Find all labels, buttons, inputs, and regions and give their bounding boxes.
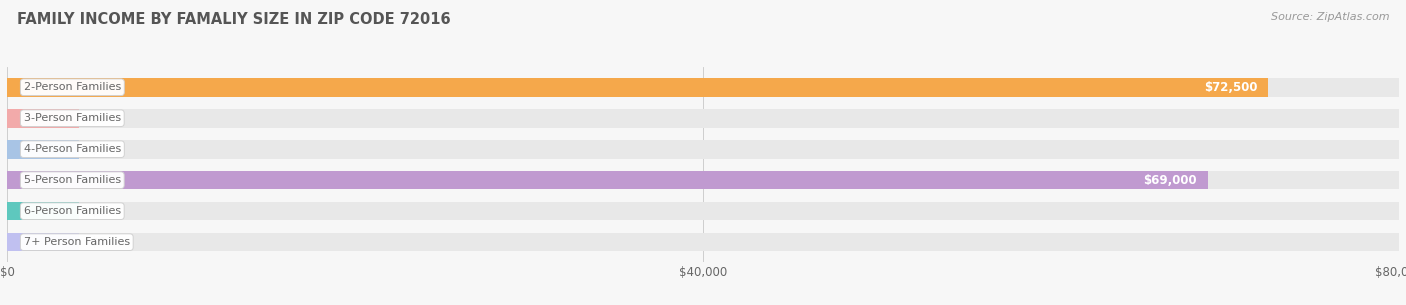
Text: $69,000: $69,000 xyxy=(1143,174,1197,187)
Bar xyxy=(7,171,1208,189)
Bar xyxy=(7,202,79,221)
Text: $0: $0 xyxy=(90,112,105,125)
Text: 3-Person Families: 3-Person Families xyxy=(24,113,121,123)
Text: $72,500: $72,500 xyxy=(1204,81,1257,94)
Bar xyxy=(7,202,1399,221)
Bar xyxy=(7,140,1399,159)
Bar xyxy=(7,109,79,127)
Bar xyxy=(7,109,1399,127)
Bar xyxy=(7,233,1399,251)
Text: FAMILY INCOME BY FAMALIY SIZE IN ZIP CODE 72016: FAMILY INCOME BY FAMALIY SIZE IN ZIP COD… xyxy=(17,12,450,27)
Bar xyxy=(7,78,1399,97)
Bar xyxy=(7,233,79,251)
Bar xyxy=(7,171,1399,189)
Text: Source: ZipAtlas.com: Source: ZipAtlas.com xyxy=(1271,12,1389,22)
Text: $0: $0 xyxy=(90,236,105,249)
Text: 2-Person Families: 2-Person Families xyxy=(24,82,121,92)
Bar xyxy=(7,140,79,159)
Text: 5-Person Families: 5-Person Families xyxy=(24,175,121,185)
Text: 7+ Person Families: 7+ Person Families xyxy=(24,237,129,247)
Bar xyxy=(7,78,1268,97)
Text: 6-Person Families: 6-Person Families xyxy=(24,206,121,216)
Text: 4-Person Families: 4-Person Families xyxy=(24,144,121,154)
Text: $0: $0 xyxy=(90,205,105,218)
Text: $0: $0 xyxy=(90,143,105,156)
